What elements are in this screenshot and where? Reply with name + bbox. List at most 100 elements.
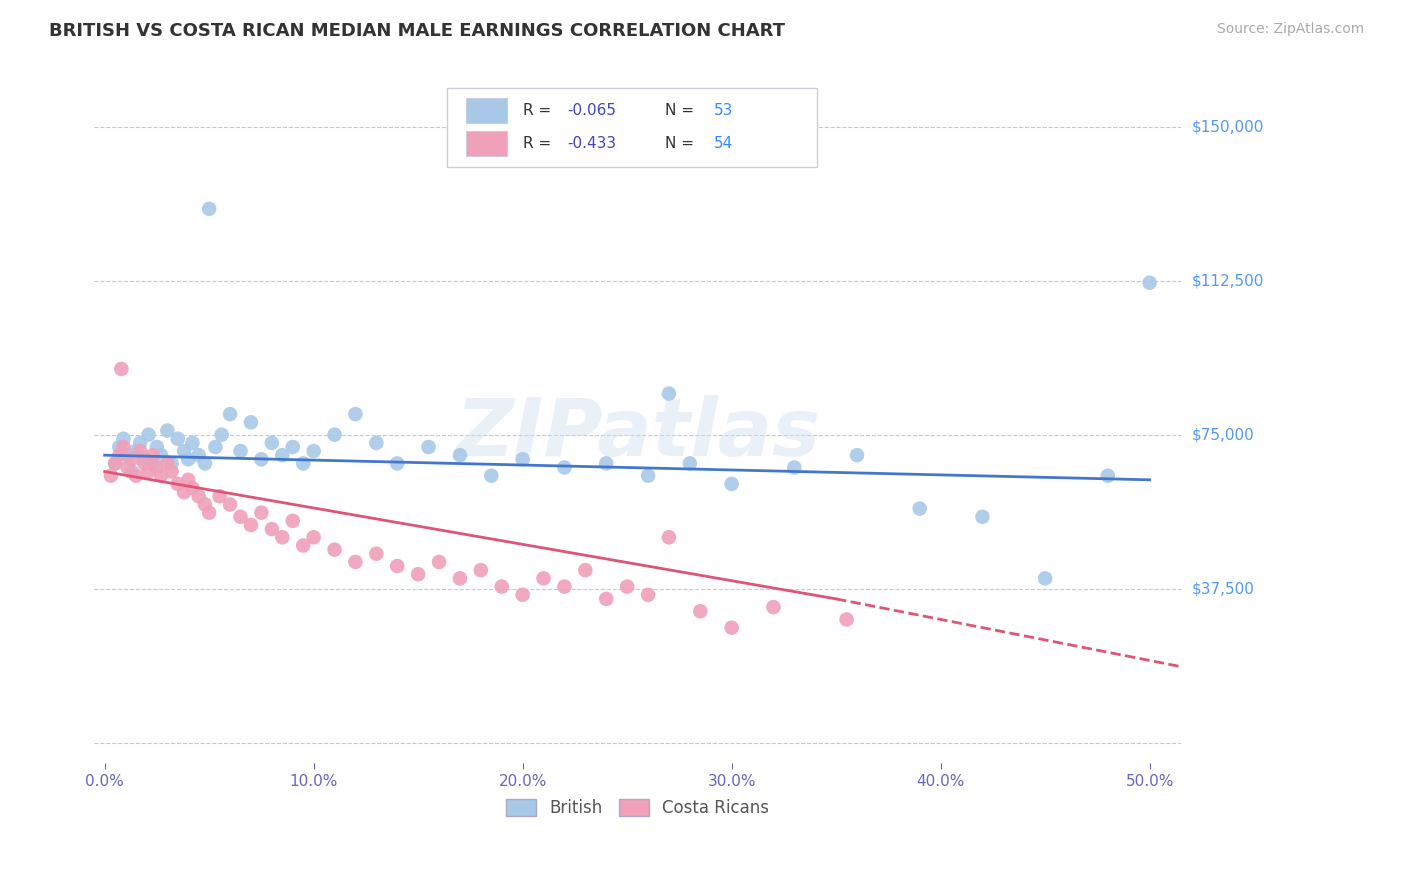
Point — [138, 427, 160, 442]
Point — [366, 547, 388, 561]
Point — [689, 604, 711, 618]
Text: 53: 53 — [714, 103, 733, 118]
Point — [134, 452, 156, 467]
Point — [156, 424, 179, 438]
Point — [194, 498, 217, 512]
Point — [512, 588, 534, 602]
Text: $37,500: $37,500 — [1192, 581, 1256, 596]
Point — [846, 448, 869, 462]
Point — [574, 563, 596, 577]
Point — [418, 440, 440, 454]
Point — [229, 509, 252, 524]
Point — [344, 555, 367, 569]
Point — [121, 452, 143, 467]
Point — [177, 473, 200, 487]
Point — [449, 571, 471, 585]
Point — [181, 481, 204, 495]
Text: N =: N = — [665, 103, 699, 118]
Point — [110, 362, 132, 376]
Point — [219, 407, 242, 421]
Point — [271, 448, 294, 462]
Point — [150, 468, 173, 483]
Point — [108, 448, 131, 462]
Point — [194, 457, 217, 471]
Point — [250, 452, 273, 467]
Point — [595, 591, 617, 606]
Point — [121, 465, 143, 479]
Point — [1139, 276, 1161, 290]
Point — [117, 448, 139, 462]
Point — [138, 465, 160, 479]
Point — [292, 539, 315, 553]
Point — [658, 530, 681, 544]
Text: ZIPatlas: ZIPatlas — [456, 395, 820, 473]
Text: $112,500: $112,500 — [1192, 273, 1264, 288]
Point — [1033, 571, 1056, 585]
Text: BRITISH VS COSTA RICAN MEDIAN MALE EARNINGS CORRELATION CHART: BRITISH VS COSTA RICAN MEDIAN MALE EARNI… — [49, 22, 785, 40]
Point — [166, 477, 188, 491]
Point — [166, 432, 188, 446]
Point — [150, 448, 173, 462]
Text: 54: 54 — [714, 136, 733, 152]
Point — [427, 555, 450, 569]
Point — [198, 506, 221, 520]
Legend: British, Costa Ricans: British, Costa Ricans — [499, 792, 776, 823]
Point — [239, 415, 262, 429]
Point — [229, 444, 252, 458]
Point — [595, 457, 617, 471]
Point — [302, 444, 325, 458]
Point — [387, 457, 409, 471]
Point — [323, 427, 346, 442]
Text: $150,000: $150,000 — [1192, 120, 1264, 134]
Point — [553, 580, 575, 594]
Point — [281, 440, 304, 454]
Point — [512, 452, 534, 467]
Text: R =: R = — [523, 136, 557, 152]
Point — [1097, 468, 1119, 483]
Point — [187, 448, 209, 462]
Point — [344, 407, 367, 421]
Text: Source: ZipAtlas.com: Source: ZipAtlas.com — [1216, 22, 1364, 37]
Point — [292, 457, 315, 471]
Point — [211, 427, 233, 442]
Point — [160, 457, 183, 471]
Point — [198, 202, 221, 216]
Point — [533, 571, 555, 585]
Point — [129, 444, 152, 458]
Point — [173, 485, 195, 500]
Point — [134, 457, 156, 471]
Point — [160, 465, 183, 479]
Point — [146, 440, 169, 454]
Point — [783, 460, 806, 475]
Point — [616, 580, 638, 594]
FancyBboxPatch shape — [465, 131, 508, 156]
Point — [173, 444, 195, 458]
Point — [835, 612, 858, 626]
Point — [720, 477, 742, 491]
Point — [104, 457, 127, 471]
Point — [679, 457, 702, 471]
Point — [208, 489, 231, 503]
Point — [908, 501, 931, 516]
Point — [479, 468, 502, 483]
Point — [387, 559, 409, 574]
Point — [146, 460, 169, 475]
Point — [181, 435, 204, 450]
Text: R =: R = — [523, 103, 557, 118]
Point — [250, 506, 273, 520]
Point — [323, 542, 346, 557]
Point — [658, 386, 681, 401]
Point — [204, 440, 226, 454]
Point — [366, 435, 388, 450]
FancyBboxPatch shape — [447, 87, 817, 167]
Point — [108, 440, 131, 454]
Point — [637, 588, 659, 602]
Point — [553, 460, 575, 475]
Point — [177, 452, 200, 467]
Point — [406, 567, 429, 582]
Point — [762, 600, 785, 615]
Point — [449, 448, 471, 462]
Point — [302, 530, 325, 544]
Point — [142, 448, 165, 462]
Point — [156, 457, 179, 471]
